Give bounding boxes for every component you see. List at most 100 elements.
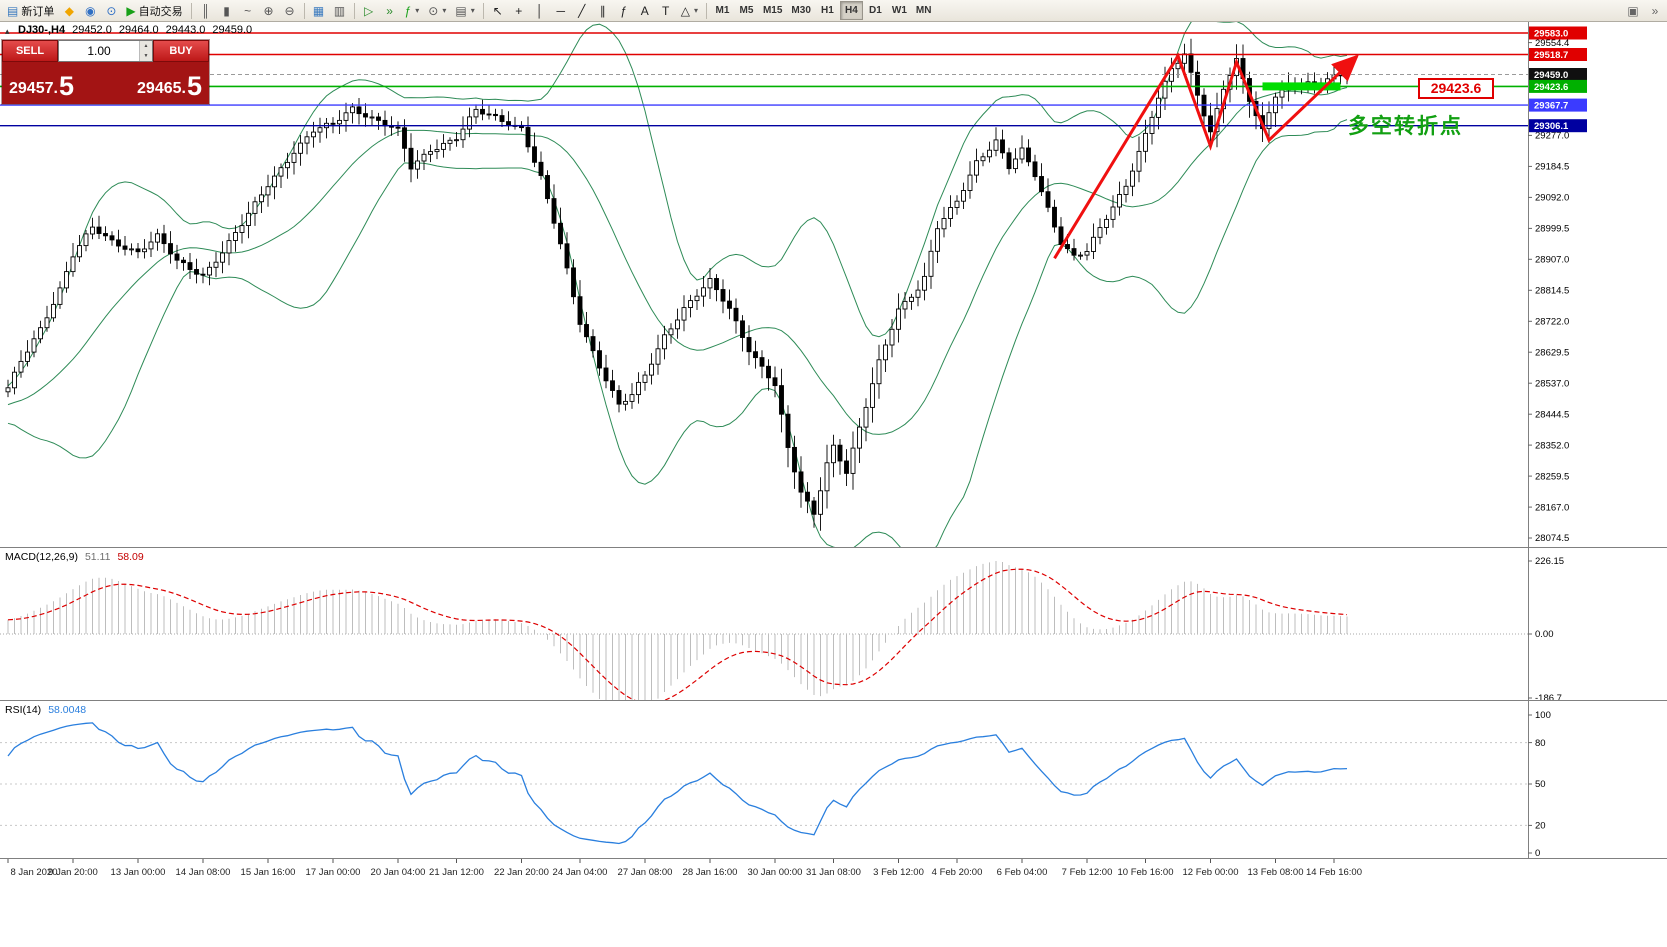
cursor-button[interactable]: ↖ — [488, 1, 508, 20]
macd-panel-chart[interactable]: 226.15 0.00 -186.7 — [0, 548, 1667, 701]
price-tag — [1529, 68, 1587, 81]
dock-window-button[interactable]: ▣ — [1623, 2, 1643, 21]
timeframe-m15-button[interactable]: M15 — [759, 1, 786, 20]
equidistant-channel-button[interactable]: ∥ — [593, 1, 613, 20]
chart-shift-button[interactable]: » — [380, 1, 400, 20]
crosshair-button[interactable]: + — [509, 1, 529, 20]
mql5-community-button[interactable]: ◉ — [80, 1, 100, 20]
data-window-button[interactable]: ▥ — [330, 1, 350, 20]
trendline-button[interactable]: ╱ — [572, 1, 592, 20]
timeframe-m1-button[interactable]: M1 — [711, 1, 734, 20]
timeframe-m5-button[interactable]: M5 — [735, 1, 758, 20]
volume-decrease-button[interactable]: ▼ — [140, 51, 152, 61]
auto-trading-button[interactable]: ▶ 自动交易 — [122, 1, 186, 20]
indicators-button[interactable]: ƒ ▾ — [401, 1, 424, 20]
volume-value: 1.00 — [87, 44, 111, 58]
templates-icon: ▤ — [455, 3, 467, 18]
time-axis-label: 22 Jan 20:00 — [494, 867, 549, 878]
rsi-axis[interactable]: 100 80 50 20 0 — [1528, 701, 1551, 859]
periods-icon: ⊙ — [428, 3, 439, 18]
sell-price-pip: 5 — [58, 70, 74, 101]
price-tag-label: 29518.7 — [1534, 50, 1568, 61]
time-axis-label: 24 Jan 04:00 — [553, 867, 608, 878]
price-axis-label: 28722.0 — [1535, 317, 1569, 328]
more-tools-icon: » — [1651, 4, 1659, 18]
price-callout-box: 29423.6 — [1418, 78, 1494, 99]
fibonacci-retracement-icon: ƒ — [620, 3, 628, 18]
line-chart-button[interactable]: ~ — [238, 1, 258, 20]
time-axis-label: 28 Jan 16:00 — [683, 867, 738, 878]
macd-axis-label: -186.7 — [1535, 693, 1562, 701]
time-axis-label: 13 Feb 08:00 — [1248, 867, 1304, 878]
candlesticks — [5, 38, 1350, 531]
timeframe-d1-button[interactable]: D1 — [864, 1, 887, 20]
sell-button[interactable]: SELL — [2, 40, 58, 62]
horizontal-line-icon: ─ — [556, 3, 565, 18]
main-price-chart[interactable]: 29554.4 29277.0 29184.5 29092.0 28999.5 28907… — [0, 22, 1667, 548]
macd-axis-label: 0.00 — [1535, 629, 1554, 640]
time-axis-label: 17 Jan 00:00 — [306, 867, 361, 878]
macd-axis[interactable]: 226.15 0.00 -186.7 — [1528, 548, 1564, 701]
timeframe-h4-button[interactable]: H4 — [839, 1, 863, 20]
time-axis-label: 8 Jan 2020 — [10, 867, 57, 878]
line-chart-icon: ~ — [244, 3, 252, 18]
periods-button[interactable]: ⊙ ▾ — [424, 1, 450, 20]
bar-chart-button[interactable]: ║ — [196, 1, 216, 20]
oneclick-collapse-arrow-icon[interactable]: ▴ — [5, 26, 10, 36]
macd-main-value: 51.11 — [84, 551, 111, 563]
volume-field[interactable]: 1.00 ▲ ▼ — [58, 40, 153, 62]
timeframe-w1-button[interactable]: W1 — [888, 1, 911, 20]
new-order-button[interactable]: ▤ 新订单 — [3, 1, 58, 20]
toolbar-separator — [705, 2, 707, 19]
timeframe-h1-button[interactable]: H1 — [816, 1, 839, 20]
arrows-button[interactable]: △ ▾ — [677, 1, 702, 20]
price-axis-label: 28999.5 — [1535, 224, 1569, 235]
zoom-out-button[interactable]: ⊖ — [280, 1, 300, 20]
rsi-panel-chart[interactable]: 100 80 50 20 0 — [0, 701, 1667, 859]
indicators-icon: ƒ — [404, 3, 412, 18]
candlestick-chart-button[interactable]: ▮ — [217, 1, 237, 20]
time-axis-label: 9 Jan 20:00 — [48, 867, 98, 878]
equidistant-channel-icon: ∥ — [599, 3, 606, 18]
toolbar-right: ▣» — [1623, 0, 1665, 22]
low-value: 29443.0 — [165, 24, 206, 36]
metaquotes-app-button[interactable]: ◆ — [59, 1, 79, 20]
buy-price-display: 29465. 5 — [137, 70, 202, 101]
horizontal-line-button[interactable]: ─ — [551, 1, 571, 20]
price-tag — [1529, 119, 1587, 133]
tile-windows-button[interactable]: ▦ — [309, 1, 329, 20]
auto-trading-label: 自动交易 — [138, 5, 183, 18]
cursor-icon: ↖ — [492, 3, 503, 18]
price-tag — [1529, 26, 1587, 40]
buy-button[interactable]: BUY — [153, 40, 209, 62]
text-label-icon: T — [662, 3, 670, 18]
price-tag-label: 29459.0 — [1534, 70, 1568, 81]
time-axis-label: 12 Feb 00:00 — [1183, 867, 1239, 878]
volume-increase-button[interactable]: ▲ — [140, 41, 152, 51]
buy-price-pip: 5 — [186, 70, 202, 101]
price-axis-label: 28444.5 — [1535, 409, 1569, 420]
fibonacci-retracement-button[interactable]: ƒ — [614, 1, 634, 20]
price-tag-label: 29583.0 — [1534, 29, 1568, 40]
templates-button[interactable]: ▤ ▾ — [451, 1, 478, 20]
vertical-line-button[interactable]: │ — [530, 1, 550, 20]
arrows-icon: △ — [680, 3, 690, 18]
text-label-button[interactable]: T — [656, 1, 676, 20]
time-axis-label: 20 Jan 04:00 — [371, 867, 426, 878]
more-tools-button[interactable]: » — [1645, 2, 1665, 21]
time-axis-label: 31 Jan 08:00 — [806, 867, 861, 878]
auto-scroll-icon: ▷ — [363, 3, 374, 18]
text-button[interactable]: A — [635, 1, 655, 20]
timeframe-m30-button[interactable]: M30 — [787, 1, 814, 20]
time-axis-label: 14 Jan 08:00 — [176, 867, 231, 878]
zoom-in-button[interactable]: ⊕ — [259, 1, 279, 20]
help-info-button[interactable]: ⊙ — [101, 1, 121, 20]
timeframe-mn-button[interactable]: MN — [912, 1, 936, 20]
metaquotes-app-icon: ◆ — [64, 3, 74, 18]
volume-stepper: ▲ ▼ — [139, 41, 152, 61]
auto-scroll-button[interactable]: ▷ — [359, 1, 379, 20]
price-tag — [1529, 79, 1587, 93]
price-axis[interactable]: 29554.4 29277.0 29184.5 29092.0 28999.5 28907… — [1528, 22, 1587, 548]
trendline-icon: ╱ — [578, 3, 586, 18]
